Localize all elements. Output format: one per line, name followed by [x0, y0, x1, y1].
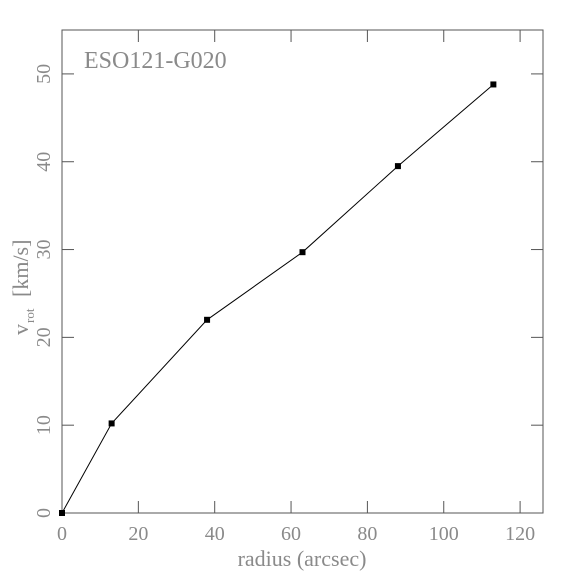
x-tick-label: 100	[429, 523, 459, 545]
y-tick-label: 40	[33, 152, 55, 172]
y-label-sub: rot	[22, 308, 37, 323]
data-point	[299, 249, 306, 256]
data-point	[490, 81, 497, 88]
data-point	[204, 316, 211, 323]
x-axis-label: radius (arcsec)	[238, 546, 367, 571]
y-tick-label: 30	[33, 240, 55, 260]
x-tick-label: 40	[205, 523, 225, 545]
x-tick-label: 80	[357, 523, 377, 545]
y-axis-label: v rot [km/s]	[8, 240, 37, 335]
plot-frame	[61, 29, 544, 514]
x-tick-label: 60	[281, 523, 301, 545]
y-label-main: v	[8, 324, 33, 335]
y-tick-label: 20	[33, 327, 55, 347]
series-line	[61, 84, 494, 514]
x-tick-label: 120	[505, 523, 535, 545]
data-point	[108, 420, 115, 427]
annotation: ESO121-G020	[84, 48, 227, 74]
x-tick-label: 20	[128, 523, 148, 545]
y-label-unit: [km/s]	[8, 240, 33, 297]
x-tick-label: 0	[57, 523, 67, 545]
y-tick-label: 50	[33, 64, 55, 84]
y-tick-label: 0	[33, 508, 55, 518]
y-tick-label: 10	[33, 415, 55, 435]
data-point	[59, 510, 65, 516]
data-point	[394, 163, 401, 170]
